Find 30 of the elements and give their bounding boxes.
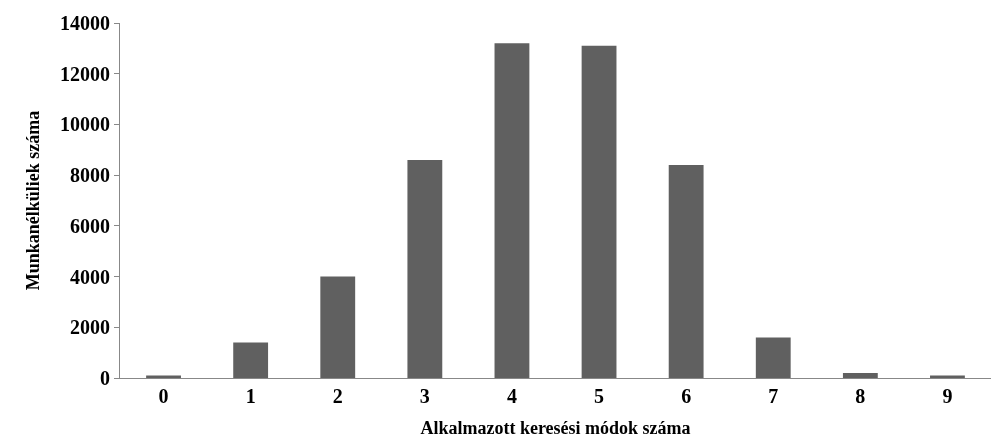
x-tick-label: 4 <box>506 385 517 407</box>
bar <box>233 342 269 378</box>
x-tick-label: 6 <box>681 385 692 407</box>
x-tick-label: 3 <box>419 385 430 407</box>
bar <box>842 372 878 378</box>
x-tick-label: 1 <box>245 385 256 407</box>
x-tick-label: 5 <box>594 385 605 407</box>
x-tick-label: 2 <box>332 385 343 407</box>
bar <box>494 43 530 378</box>
y-tick-label: 6000 <box>70 214 110 237</box>
y-tick-label: 2000 <box>70 316 110 339</box>
bar <box>407 159 443 378</box>
x-tick-label: 0 <box>158 385 169 407</box>
y-tick-label: 0 <box>100 367 110 389</box>
y-axis-title: Munkanélküliek száma <box>23 110 44 291</box>
x-tick-label: 9 <box>942 385 953 407</box>
x-axis-title: Alkalmazott keresési módok száma <box>420 418 691 439</box>
x-tick-label: 7 <box>768 385 779 407</box>
y-tick-label: 12000 <box>60 62 110 85</box>
bar <box>320 276 356 378</box>
bar <box>668 165 704 378</box>
y-tick-label: 14000 <box>60 12 110 34</box>
x-tick-label: 8 <box>855 385 866 407</box>
y-tick-label: 10000 <box>60 113 110 136</box>
y-tick-label: 8000 <box>70 164 110 187</box>
bar <box>581 45 617 378</box>
bar <box>146 375 181 378</box>
bar <box>930 375 965 378</box>
y-tick-label: 4000 <box>70 265 110 288</box>
bar <box>755 337 791 378</box>
